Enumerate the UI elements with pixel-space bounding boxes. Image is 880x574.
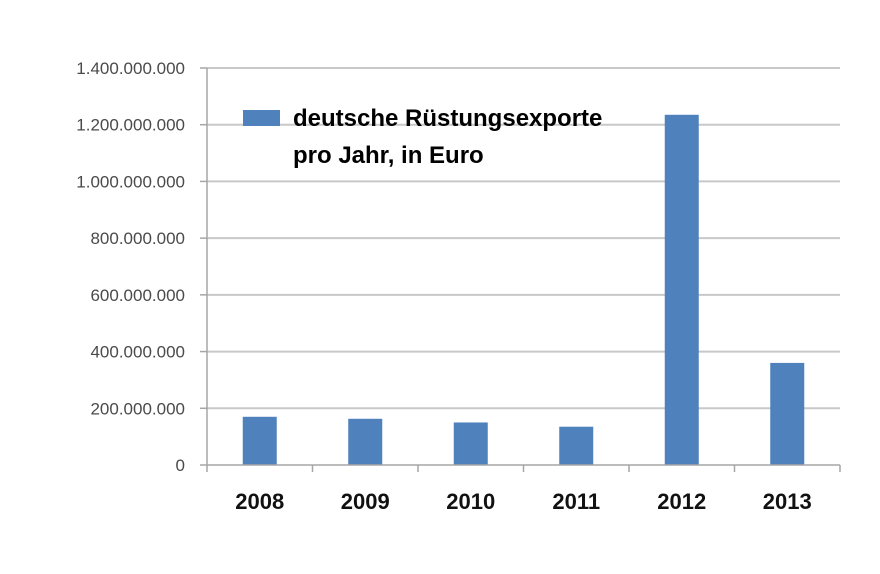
x-tick-label: 2008 (235, 489, 284, 514)
legend-label-line-1: deutsche Rüstungsexporte (293, 105, 602, 132)
y-tick-label: 1.200.000.000 (76, 116, 185, 135)
bar (242, 416, 277, 465)
gridlines (207, 67, 840, 410)
bar (348, 418, 383, 465)
bar (453, 422, 488, 465)
y-tick-label: 1.400.000.000 (76, 59, 185, 78)
x-tick-label: 2011 (552, 489, 600, 514)
legend: deutsche Rüstungsexporte pro Jahr, in Eu… (243, 105, 602, 169)
x-axis: 2008 2009 2010 2011 2012 2013 (206, 464, 841, 514)
y-tick-label: 600.000.000 (90, 286, 185, 305)
y-tick-label: 400.000.000 (90, 343, 185, 362)
x-tick-label: 2013 (763, 489, 812, 514)
y-tick-label: 1.000.000.000 (76, 172, 185, 191)
x-tick-label: 2010 (446, 489, 495, 514)
y-axis: 0 200.000.000 400.000.000 600.000.000 800.00… (76, 59, 208, 475)
bars (242, 114, 805, 466)
legend-swatch (243, 110, 280, 126)
legend-label-line-2: pro Jahr, in Euro (293, 142, 484, 169)
x-tick-label: 2009 (341, 489, 390, 514)
bar (664, 114, 699, 466)
bar (770, 362, 805, 465)
x-tick-label: 2012 (657, 489, 706, 514)
y-tick-label: 0 (176, 456, 185, 475)
y-tick-label: 200.000.000 (90, 399, 185, 418)
y-tick-label: 800.000.000 (90, 229, 185, 248)
bar (559, 426, 594, 465)
